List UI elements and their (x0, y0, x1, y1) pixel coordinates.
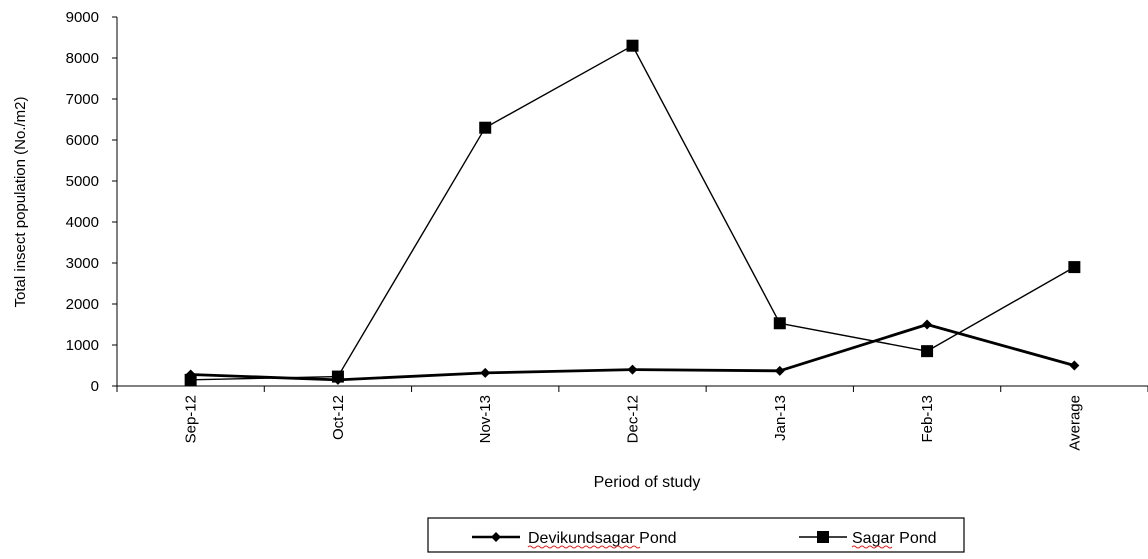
data-point-sagar-pond (479, 121, 492, 134)
x-tick-label: Feb-13 (919, 395, 936, 443)
data-point-sagar-pond (184, 373, 197, 386)
legend-devikundsagar-label: Devikundsagar Pond (528, 530, 677, 547)
axes: 0 1000 2000 3000 4000 5000 6000 7000 8000 9000 Se… (66, 9, 1148, 451)
y-tick-label: 1000 (66, 337, 99, 354)
legend-box (427, 517, 965, 553)
y-tick-label: 9000 (66, 9, 99, 26)
x-tick-label: Dec-12 (625, 395, 642, 443)
y-tick-label: 2000 (66, 296, 99, 313)
data-point-devikundsagar-pond (480, 367, 491, 378)
y-axis-label: Total insect population (No./m2) (12, 97, 29, 308)
y-tick-label: 6000 (66, 132, 99, 149)
data-point-sagar-pond (1068, 261, 1081, 274)
x-axis-label: Period of study (594, 474, 701, 491)
spellcheck-underline (851, 545, 893, 549)
y-tick-label: 5000 (66, 173, 99, 190)
legend-devikundsagar-diamond-icon (491, 532, 501, 542)
legend: Devikundsagar Pond Sagar Pond (427, 517, 965, 553)
y-tick-label: 8000 (66, 50, 99, 67)
data-point-sagar-pond (921, 345, 934, 358)
data-point-sagar-pond (773, 317, 786, 330)
series-layer (184, 39, 1081, 386)
x-axis-ticks: Sep-12 Oct-12 Nov-13 Dec-12 Jan-13 Feb-13 Aver… (116, 386, 1148, 451)
x-tick-label: Oct-12 (330, 395, 347, 440)
y-tick-label: 3000 (66, 255, 99, 272)
x-tick-label: Jan-13 (772, 395, 789, 441)
data-point-devikundsagar-pond (774, 365, 785, 376)
y-tick-label: 0 (91, 378, 99, 395)
data-point-devikundsagar-pond (1069, 360, 1080, 371)
y-tick-label: 7000 (66, 91, 99, 108)
legend-sagar-label: Sagar Pond (852, 530, 937, 547)
data-point-devikundsagar-pond (627, 364, 638, 375)
series-devikundsagar-pond (185, 319, 1080, 385)
data-point-devikundsagar-pond (922, 319, 933, 330)
spellcheck-underline (527, 545, 641, 549)
data-point-sagar-pond (626, 39, 639, 52)
x-tick-label: Nov-13 (477, 395, 494, 443)
y-tick-label: 4000 (66, 214, 99, 231)
data-point-sagar-pond (331, 370, 344, 383)
legend-sagar-square-icon (817, 531, 829, 543)
series-sagar-pond (184, 39, 1081, 386)
y-axis-ticks: 0 1000 2000 3000 4000 5000 6000 7000 8000 9000 (66, 9, 117, 395)
x-tick-label: Sep-12 (183, 395, 200, 443)
x-tick-label: Average (1066, 395, 1083, 451)
